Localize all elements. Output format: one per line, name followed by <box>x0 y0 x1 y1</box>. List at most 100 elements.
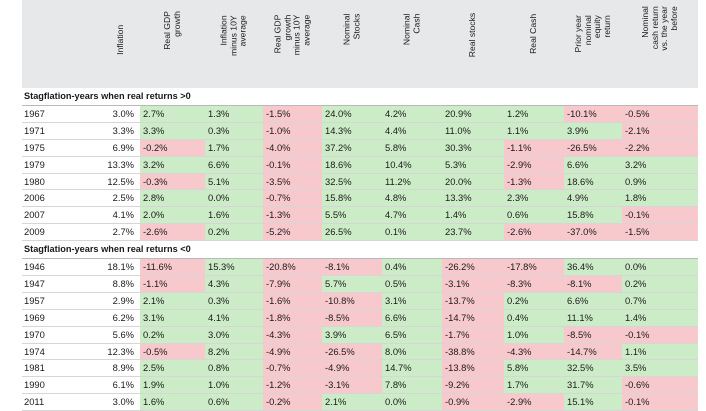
column-header-label: Real GDP growth minus 10Y average <box>272 14 312 56</box>
value-cell: -1.8% <box>263 309 322 326</box>
value-cell: -10.8% <box>322 292 382 309</box>
value-cell: 4.2% <box>382 106 442 122</box>
value-cell: -2.6% <box>504 224 564 241</box>
column-header: Real Cash <box>504 0 564 88</box>
inflation-cell: 6.2% <box>112 311 134 323</box>
table-row: 1971 3.3% 3.3% 0.3% -1.0% 14.3% 4.4% 11.0% 1.1% 3… <box>22 122 698 140</box>
value-cell: -4.3% <box>504 343 564 360</box>
value-cell: -8.5% <box>322 309 382 326</box>
year-cell: 1979 <box>24 158 45 170</box>
value-cell: 1.6% <box>140 394 205 411</box>
column-header-label: Real GDP growth <box>161 11 182 51</box>
value-cell: 3.3% <box>140 122 205 139</box>
value-cell: 0.3% <box>205 292 263 309</box>
value-cell: -26.5% <box>564 139 622 156</box>
column-header-label: Prior year nominal equity return <box>572 15 612 53</box>
inflation-cell: 6.1% <box>112 379 134 391</box>
value-cell: 20.0% <box>442 173 504 190</box>
value-cell: 5.3% <box>442 156 504 173</box>
section-title: Stagflation-years when real returns <0 <box>22 241 698 260</box>
value-cell: -0.2% <box>263 394 322 411</box>
table-row: 1980 12.5% -0.3% 5.1% -3.5% 32.5% 11.2% 20.0% -1… <box>22 173 698 191</box>
table-row: 1990 6.1% 1.9% 1.0% -1.2% -3.1% 7.8% -9.2% 1.7% 3… <box>22 377 698 395</box>
value-cell: 15.1% <box>564 394 622 411</box>
value-cell: 2.5% <box>140 360 205 377</box>
value-cell: 1.1% <box>622 343 698 360</box>
value-cell: 15.8% <box>564 207 622 224</box>
value-cell: 23.7% <box>442 224 504 241</box>
year-cell: 1957 <box>24 294 45 306</box>
value-cell: -3.1% <box>442 276 504 292</box>
value-cell: 30.3% <box>442 139 504 156</box>
value-cell: 6.6% <box>382 309 442 326</box>
value-cell: -0.1% <box>622 326 698 343</box>
column-header: Real stocks <box>442 0 504 88</box>
value-cell: 26.5% <box>322 224 382 241</box>
value-cell: 32.5% <box>322 173 382 190</box>
value-cell: 7.8% <box>382 377 442 394</box>
value-cell: -0.5% <box>622 106 698 122</box>
table-row: 1970 5.6% 0.2% 3.0% -4.3% 3.9% 6.5% -1.7% 1.0% -8… <box>22 326 698 344</box>
value-cell: 20.9% <box>442 106 504 122</box>
year-cell: 1969 <box>24 311 45 323</box>
value-cell: 0.8% <box>205 360 263 377</box>
year-cell: 1974 <box>24 345 45 357</box>
table-row: 2006 2.5% 2.8% 0.0% -0.7% 15.8% 4.8% 13.3% 2.3% 4… <box>22 190 698 208</box>
column-header-label: Inflation minus 10Y average <box>218 15 248 56</box>
value-cell: -4.9% <box>322 360 382 377</box>
value-cell: -0.6% <box>622 377 698 394</box>
value-cell: 0.2% <box>140 326 205 343</box>
value-cell: -0.1% <box>263 156 322 173</box>
value-cell: 6.6% <box>564 156 622 173</box>
value-cell: 11.2% <box>382 173 442 190</box>
value-cell: 1.6% <box>205 207 263 224</box>
value-cell: 3.1% <box>382 292 442 309</box>
value-cell: 0.1% <box>382 224 442 241</box>
value-cell: 3.9% <box>322 326 382 343</box>
value-cell: -0.2% <box>140 139 205 156</box>
value-cell: 6.5% <box>382 326 442 343</box>
value-cell: -0.7% <box>263 360 322 377</box>
column-header: Nominal Stocks <box>322 0 382 88</box>
value-cell: -8.5% <box>564 326 622 343</box>
value-cell: 14.7% <box>382 360 442 377</box>
table-header: Inflation Real GDP growth Inflation minus … <box>22 0 698 88</box>
year-cell: 1971 <box>24 124 45 136</box>
value-cell: -8.1% <box>564 276 622 292</box>
value-cell: 2.7% <box>140 106 205 122</box>
value-cell: 0.7% <box>622 292 698 309</box>
column-header: Inflation <box>102 0 140 88</box>
year-cell: 1981 <box>24 362 45 374</box>
value-cell: 3.0% <box>205 326 263 343</box>
value-cell: -7.9% <box>263 276 322 292</box>
value-cell: 4.3% <box>205 276 263 292</box>
value-cell: -0.1% <box>622 207 698 224</box>
value-cell: -4.3% <box>263 326 322 343</box>
column-header: Nominal cash return vs. the year before <box>622 0 698 88</box>
value-cell: 1.2% <box>504 106 564 122</box>
value-cell: 0.0% <box>622 259 698 276</box>
value-cell: 32.5% <box>564 360 622 377</box>
inflation-cell: 3.0% <box>112 108 134 119</box>
value-cell: 3.1% <box>140 309 205 326</box>
value-cell: -3.1% <box>322 377 382 394</box>
value-cell: 4.8% <box>382 190 442 207</box>
stagflation-table: Inflation Real GDP growth Inflation minus … <box>22 0 698 411</box>
value-cell: 1.8% <box>622 190 698 207</box>
year-cell: 1947 <box>24 278 45 290</box>
value-cell: -9.2% <box>442 377 504 394</box>
value-cell: 0.0% <box>382 394 442 411</box>
value-cell: -1.1% <box>140 276 205 292</box>
value-cell: 13.3% <box>442 190 504 207</box>
year-cell: 1946 <box>24 261 45 273</box>
value-cell: 0.2% <box>205 224 263 241</box>
inflation-cell: 8.9% <box>112 362 134 374</box>
value-cell: 11.1% <box>564 309 622 326</box>
inflation-cell: 12.5% <box>107 175 134 187</box>
year-cell: 1990 <box>24 379 45 391</box>
table-row: 1947 8.8% -1.1% 4.3% -7.9% 5.7% 0.5% -3.1% -8.3%… <box>22 276 698 293</box>
inflation-cell: 12.3% <box>107 345 134 357</box>
year-cell: 1967 <box>24 108 45 119</box>
value-cell: -2.2% <box>622 139 698 156</box>
inflation-cell: 13.3% <box>107 158 134 170</box>
